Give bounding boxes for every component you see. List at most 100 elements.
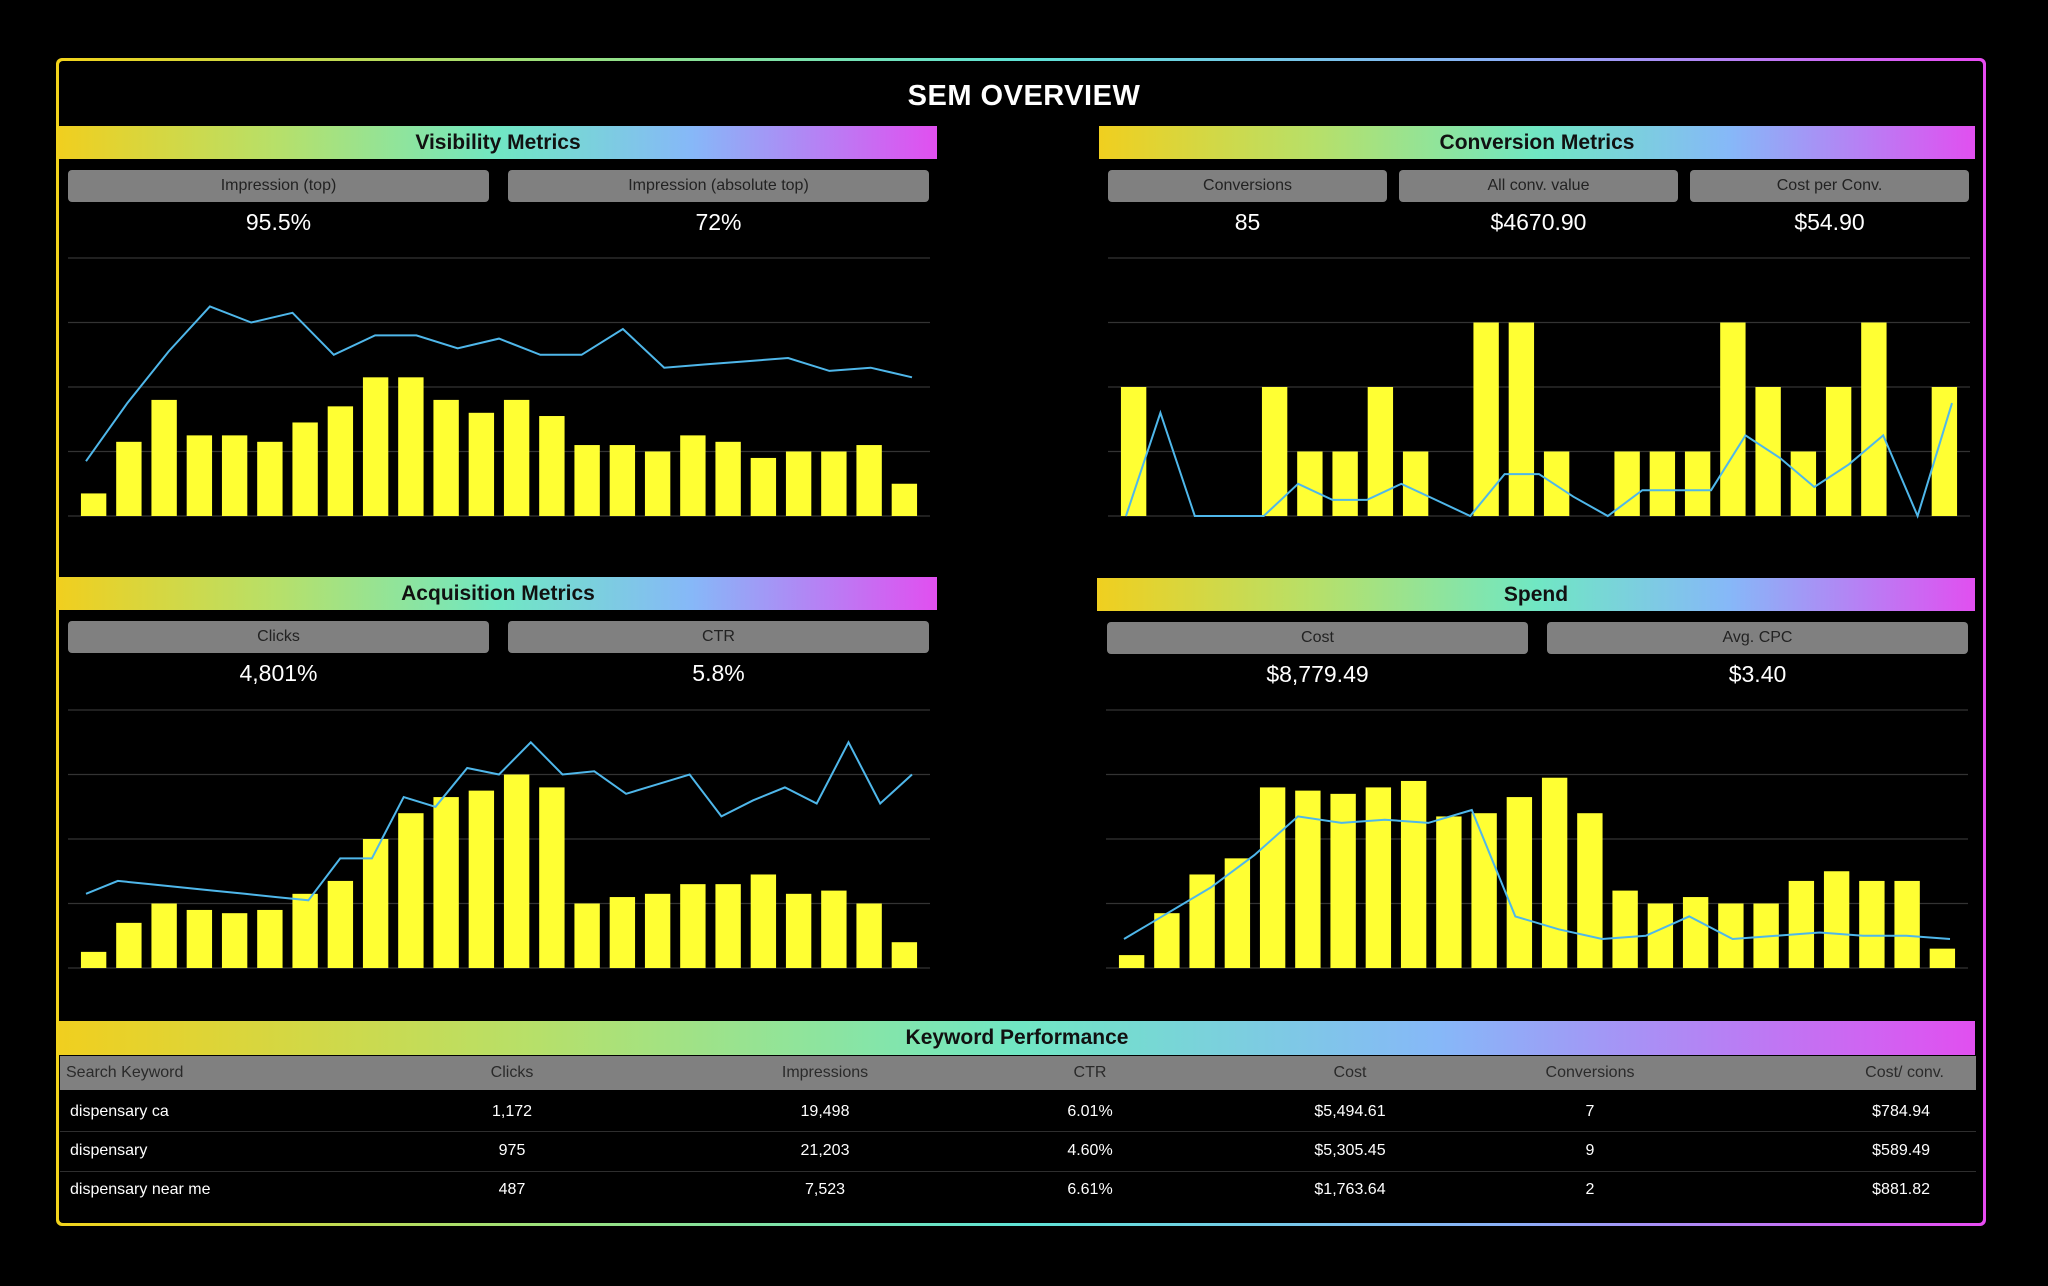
ctr-cell: 4.60% (1067, 1142, 1113, 1159)
bar (1684, 451, 1711, 516)
bar (644, 893, 671, 968)
bar (750, 874, 777, 968)
bar (1224, 858, 1251, 968)
column-header-cost-per-conv[interactable]: Cost/ conv. (1865, 1064, 1944, 1081)
bar (1330, 793, 1356, 968)
bar (1823, 871, 1850, 968)
bar (1436, 816, 1462, 968)
impressions-cell: 7,523 (804, 1181, 846, 1198)
bar (151, 399, 177, 516)
ctr-cell: 6.61% (1067, 1181, 1113, 1198)
bar (1614, 451, 1640, 516)
bar (1473, 322, 1499, 516)
bar (1189, 874, 1215, 968)
bar (362, 839, 389, 968)
bar (821, 451, 847, 516)
bar (821, 890, 847, 968)
kpi-value-cost-per-conv: $54.90 (1794, 209, 1865, 235)
bar (1118, 955, 1145, 968)
bar (468, 412, 495, 516)
bar (1861, 322, 1887, 516)
bar (468, 790, 495, 968)
kpi-value-impression-absolute-top: 72% (695, 209, 742, 235)
bar (1506, 797, 1533, 968)
bar (186, 909, 213, 968)
bar (856, 903, 882, 968)
acquisition-section-header: Acquisition Metrics (59, 577, 937, 610)
bar (1295, 790, 1321, 968)
bar (1682, 897, 1709, 968)
kpi-label-cost: Cost (1107, 622, 1528, 654)
row-divider (60, 1131, 1976, 1132)
bar (221, 435, 248, 516)
bar (1297, 451, 1323, 516)
conversions-cell: 7 (1585, 1103, 1595, 1120)
cost-cell: $5,494.61 (1314, 1103, 1386, 1120)
conversions-cell: 9 (1585, 1142, 1595, 1159)
bar (1400, 780, 1427, 968)
bar (80, 493, 107, 516)
clicks-cell: 1,172 (491, 1103, 533, 1120)
bar (257, 441, 283, 516)
acquisition-chart (68, 709, 930, 969)
bar (1718, 903, 1744, 968)
bar (750, 457, 777, 516)
bar (292, 893, 318, 968)
bar (1720, 322, 1746, 516)
column-header-conversions[interactable]: Conversions (1545, 1064, 1635, 1081)
cost-cell: $5,305.45 (1314, 1142, 1386, 1159)
series-line (85, 740, 913, 902)
bar (785, 893, 812, 968)
conversions-cell: 2 (1585, 1181, 1595, 1198)
bar (1365, 787, 1392, 968)
kpi-value-avg-cpc: $3.40 (1728, 661, 1787, 687)
bar (574, 903, 600, 968)
keyword-cell: dispensary near me (70, 1181, 211, 1198)
column-header-impressions[interactable]: Impressions (781, 1064, 869, 1081)
bar (539, 787, 565, 968)
bar (292, 422, 318, 516)
bar (1541, 777, 1568, 968)
bar (1259, 787, 1286, 968)
bar (1120, 387, 1147, 516)
bar (1543, 451, 1570, 516)
bar (644, 451, 671, 516)
kpi-label-impression-absolute-top: Impression (absolute top) (508, 170, 929, 202)
conversion-chart (1108, 257, 1970, 519)
bar (503, 774, 530, 968)
bar (1859, 880, 1885, 968)
kpi-label-conversions: Conversions (1108, 170, 1387, 202)
kpi-value-all-conv-value: $4670.90 (1490, 209, 1587, 235)
bar (680, 435, 706, 516)
bar (362, 377, 389, 516)
keyword-cell: dispensary ca (70, 1103, 169, 1120)
kpi-value-cost: $8,779.49 (1266, 661, 1369, 687)
bar (221, 913, 248, 968)
kpi-label-impression-top: Impression (top) (68, 170, 489, 202)
bar (609, 445, 636, 516)
series-line (85, 305, 913, 462)
bar (1931, 387, 1958, 516)
cost-per-conv-cell: $881.82 (1872, 1181, 1930, 1198)
kpi-value-clicks: 4,801% (239, 660, 318, 686)
bar (1154, 913, 1180, 968)
column-header-clicks[interactable]: Clicks (490, 1064, 534, 1081)
bar (609, 897, 636, 968)
column-header-search-keyword[interactable]: Search Keyword (66, 1064, 184, 1081)
bar (1894, 880, 1920, 968)
bar (539, 416, 565, 516)
column-header-cost[interactable]: Cost (1333, 1064, 1367, 1081)
kpi-label-cost-per-conv: Cost per Conv. (1690, 170, 1969, 202)
bar (574, 445, 600, 516)
bar (891, 942, 918, 968)
bar (1790, 451, 1817, 516)
bar (1508, 322, 1535, 516)
bar (327, 406, 354, 516)
kpi-label-clicks: Clicks (68, 621, 489, 653)
bar (1471, 813, 1497, 968)
cost-cell: $1,763.64 (1314, 1181, 1386, 1198)
clicks-cell: 975 (498, 1142, 526, 1159)
impressions-cell: 19,498 (800, 1103, 850, 1120)
column-header-ctr[interactable]: CTR (1073, 1064, 1107, 1081)
cost-per-conv-cell: $589.49 (1872, 1142, 1930, 1159)
